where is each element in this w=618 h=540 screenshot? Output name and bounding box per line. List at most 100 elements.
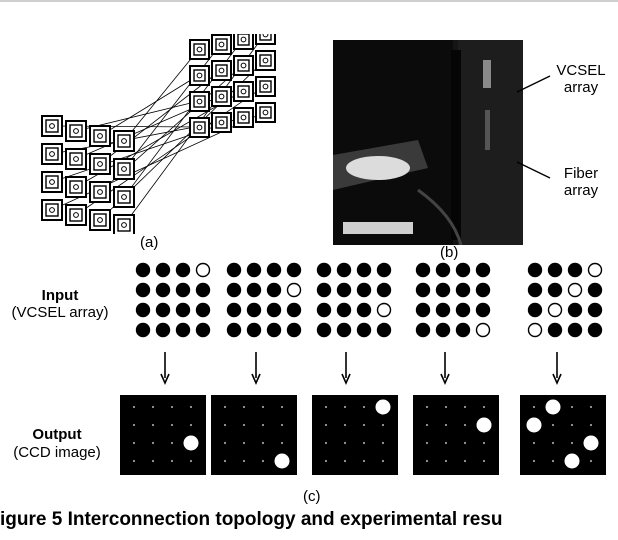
bright-spot [274,453,290,469]
ccd-output-image [120,395,206,475]
panel-label-b: (b) [440,244,459,261]
callout-lines [516,75,551,179]
array-cell [41,115,63,137]
array-cell-dot [196,72,203,79]
vcsel-on-dot [336,302,352,318]
dim-spot [170,423,174,427]
array-cell-inner [93,157,107,171]
array-cell-inner [69,208,83,222]
vcsel-on-dot [246,262,262,278]
dim-spot [343,405,347,409]
down-arrow-icon [341,352,351,385]
array-cell [113,214,135,234]
array-cell-dot [240,36,247,43]
array-cell-inner [259,106,272,119]
dim-spot [532,441,536,445]
dim-spot [343,423,347,427]
array-cell-inner [193,121,206,134]
array-cell [113,186,135,208]
dim-spot [189,405,193,409]
dim-spot [132,405,136,409]
array-cell-dot [49,179,55,185]
dim-spot [151,459,155,463]
dim-spot [280,405,284,409]
dim-spot [343,459,347,463]
vcsel-on-dot [415,262,431,278]
dim-spot [261,423,265,427]
bright-spot [545,399,561,415]
dim-spot [189,459,193,463]
vcsel-on-dot [195,302,211,318]
array-cell-dot [218,119,225,126]
vcsel-on-dot [547,262,563,278]
input-pattern [415,262,491,338]
array-cell [211,60,232,81]
array-cell-inner [69,180,83,194]
array-cell-inner [193,43,206,56]
vcsel-array-label: VCSEL array [548,62,614,96]
fiber-label-line1: Fiber [563,165,599,182]
input-row-title: Input [41,287,79,304]
array-cell-inner [237,85,250,98]
array-cell-inner [259,54,272,67]
vcsel-on-dot [226,262,242,278]
dim-spot [532,459,536,463]
vcsel-on-dot [356,262,372,278]
dim-spot [551,459,555,463]
dim-spot [223,441,227,445]
array-cell [189,39,210,60]
dim-spot [425,423,429,427]
array-cell [65,204,87,226]
array-cell-dot [73,156,79,162]
array-cell-inner [215,90,228,103]
dim-spot [132,459,136,463]
vcsel-on-dot [376,282,392,298]
array-cell [65,148,87,170]
vcsel-on-dot [475,302,491,318]
vcsel-on-dot [246,302,262,318]
dim-spot [570,405,574,409]
dim-spot [463,459,467,463]
array-cell [89,181,111,203]
topology-diagram [41,34,276,234]
ccd-output-image [413,395,499,475]
array-cell [255,102,276,123]
arrow-head [160,373,170,385]
array-cell [89,125,111,147]
dim-spot [551,441,555,445]
dim-spot [589,405,593,409]
vcsel-on-dot [175,302,191,318]
dim-spot [151,441,155,445]
output-row-subtitle: (CCD image) [13,444,101,461]
array-cell-inner [215,64,228,77]
vcsel-on-dot [567,302,583,318]
input-pattern [135,262,211,338]
array-cell-inner [69,124,83,138]
dim-spot [425,459,429,463]
array-cell-inner [93,129,107,143]
vcsel-off-dot [376,302,392,318]
array-cell-inner [93,185,107,199]
dim-spot [589,459,593,463]
vcsel-off-dot [527,322,543,338]
arrow-head [341,373,351,385]
panel-label-c: (c) [303,488,321,505]
dim-spot [532,405,536,409]
vcsel-on-dot [376,262,392,278]
array-cell-dot [262,83,269,90]
connection-line [123,43,222,170]
dim-spot [444,441,448,445]
vcsel-on-dot [547,282,563,298]
vcsel-off-dot [547,302,563,318]
array-cell-inner [45,147,59,161]
dim-spot [381,441,385,445]
array-cell [233,107,254,128]
dim-spot [343,441,347,445]
dim-spot [189,423,193,427]
vcsel-on-dot [316,302,332,318]
vcsel-on-dot [226,282,242,298]
vcsel-on-dot [356,302,372,318]
top-rule [0,0,618,2]
array-cell-inner [117,218,131,232]
setup-photo [333,40,523,245]
